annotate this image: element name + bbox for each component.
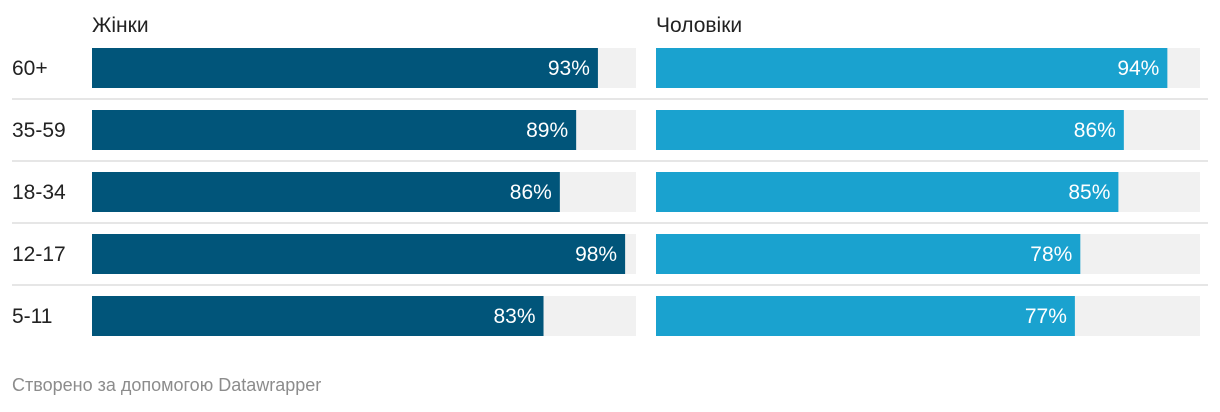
category-label-5-11: 5-11 bbox=[12, 305, 52, 328]
value-label-0-12-17: 98% bbox=[575, 243, 617, 266]
bar-1-18-34 bbox=[656, 172, 1119, 212]
bar-chart: Жінки Чоловіки 60+ 93% 94% 35-59 89% 86% 18-34 86… bbox=[12, 14, 1208, 336]
bar-1-5-11 bbox=[656, 296, 1075, 336]
bar-0-35-59 bbox=[92, 110, 577, 150]
value-label-0-35-59: 89% bbox=[526, 119, 568, 142]
category-label-18-34: 18-34 bbox=[12, 181, 66, 204]
bar-1-60 bbox=[656, 48, 1168, 88]
panel-title-0: Жінки bbox=[92, 14, 149, 37]
value-label-0-60: 93% bbox=[548, 57, 590, 80]
category-label-35-59: 35-59 bbox=[12, 119, 66, 142]
value-label-1-18-34: 85% bbox=[1068, 181, 1110, 204]
bar-1-12-17 bbox=[656, 234, 1081, 274]
value-label-1-35-59: 86% bbox=[1074, 119, 1116, 142]
category-label-60: 60+ bbox=[12, 57, 48, 80]
value-label-1-5-11: 77% bbox=[1025, 305, 1067, 328]
value-label-0-5-11: 83% bbox=[493, 305, 535, 328]
bar-0-12-17 bbox=[92, 234, 626, 274]
footer-credit: Створено за допомогою Datawrapper bbox=[12, 375, 322, 395]
value-label-1-60: 94% bbox=[1117, 57, 1159, 80]
value-label-0-18-34: 86% bbox=[510, 181, 552, 204]
bar-0-5-11 bbox=[92, 296, 544, 336]
value-label-1-12-17: 78% bbox=[1030, 243, 1072, 266]
bar-1-35-59 bbox=[656, 110, 1124, 150]
panel-title-1: Чоловіки bbox=[656, 14, 742, 37]
category-label-12-17: 12-17 bbox=[12, 243, 66, 266]
bar-0-60 bbox=[92, 48, 598, 88]
bar-0-18-34 bbox=[92, 172, 560, 212]
